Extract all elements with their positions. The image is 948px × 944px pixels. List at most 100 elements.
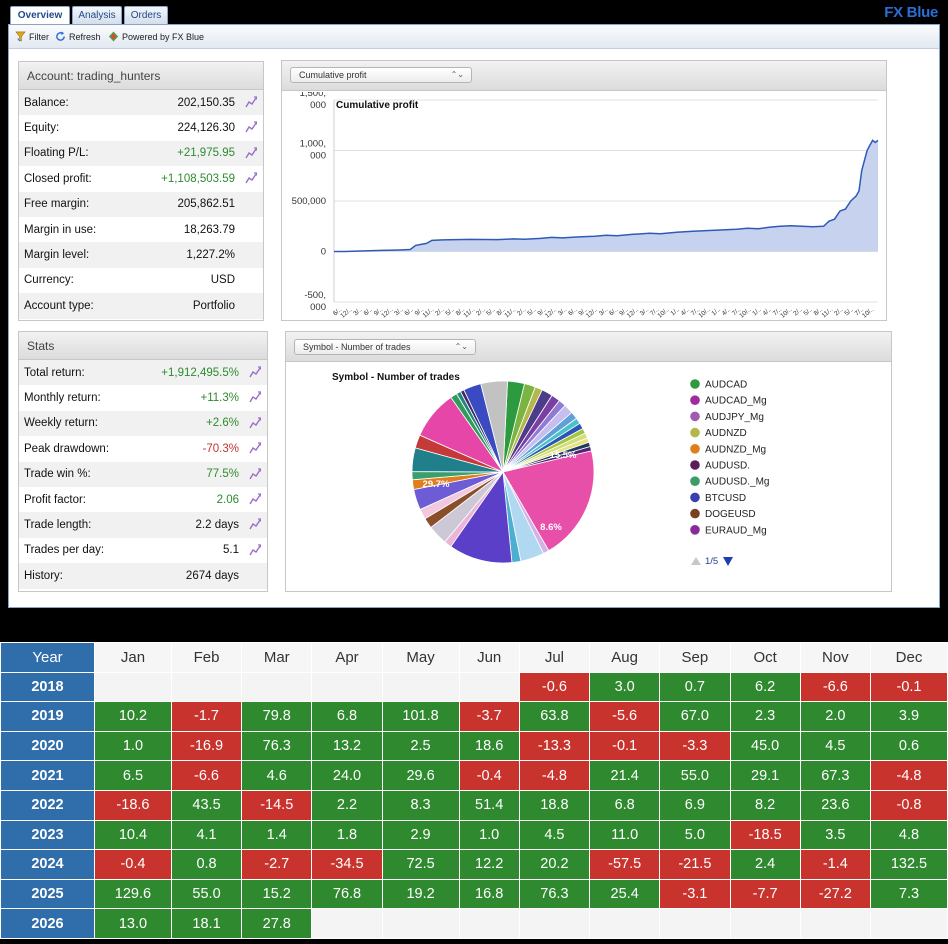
x-tick-label: 6/.. <box>608 306 620 317</box>
stats-row: Profit factor: 2.06 <box>19 487 267 512</box>
year-cell: 2020 <box>0 730 95 762</box>
pager-up-icon[interactable] <box>691 557 701 565</box>
return-cell: 6.8 <box>589 789 661 821</box>
return-cell: 55.0 <box>659 760 731 791</box>
chart-link-icon[interactable] <box>249 366 261 378</box>
stats-list: Total return: +1,912,495.5% Monthly return… <box>19 360 267 589</box>
legend-item[interactable]: AUDNZD_Mg <box>705 444 766 455</box>
x-tick-label: 11/.. <box>422 306 436 319</box>
pie-data-label: 8.6% <box>540 522 562 533</box>
return-cell: 0.6 <box>869 730 948 762</box>
return-cell: -6.6 <box>799 671 871 703</box>
pie-slice[interactable] <box>502 450 595 552</box>
return-cell: -16.9 <box>170 730 243 762</box>
tab-overview[interactable]: Overview <box>10 6 70 25</box>
return-cell: -2.7 <box>241 849 313 880</box>
filter-label: Filter <box>29 31 49 42</box>
powered-by-link[interactable]: Powered by FX Blue <box>108 31 204 42</box>
chart-link-icon[interactable] <box>245 96 257 108</box>
return-cell <box>659 908 731 939</box>
filter-button[interactable]: Filter <box>15 31 49 42</box>
stats-row-label: Total return: <box>24 366 85 379</box>
stats-row-label: Trade length: <box>24 519 92 532</box>
x-tick-label: 2/.. <box>434 306 446 317</box>
symbol-chart-selector[interactable]: Symbol - Number of trades ⌃⌄ <box>294 339 476 355</box>
account-row: Free margin: 205,862.51 <box>19 191 263 217</box>
return-cell <box>589 908 661 939</box>
profit-chart-selector[interactable]: Cumulative profit ⌃⌄ <box>290 67 472 83</box>
x-tick-label: 9/.. <box>536 306 548 317</box>
legend-item[interactable]: AUDUSD. <box>705 461 750 472</box>
stats-row-value: 2674 days <box>185 569 239 582</box>
x-tick-label: 7/.. <box>649 306 661 317</box>
year-cell: 2022 <box>0 789 95 821</box>
x-tick-label: 5/.. <box>526 306 538 317</box>
stats-panel: Stats Total return: +1,912,495.5% Monthly … <box>18 331 268 592</box>
chart-link-icon[interactable] <box>245 121 257 133</box>
account-row-label: Margin level: <box>24 249 90 262</box>
x-tick-label: 5/.. <box>843 306 855 317</box>
symbol-chart-panel: Symbol - Number of trades ⌃⌄ Symbol - Nu… <box>285 331 892 592</box>
return-cell: 8.3 <box>381 789 460 821</box>
account-row: Currency: USD <box>19 268 263 293</box>
year-cell: 2023 <box>0 819 95 851</box>
x-tick-label: 5/.. <box>802 306 814 317</box>
account-row: Account type: Portfolio <box>19 293 263 319</box>
legend-marker <box>690 444 700 454</box>
chart-link-icon[interactable] <box>245 147 257 159</box>
legend-item[interactable]: AUDNZD <box>705 428 747 439</box>
legend-item[interactable]: AUDJPY_Mg <box>705 412 764 423</box>
pie-slice[interactable] <box>480 380 508 473</box>
chart-link-icon[interactable] <box>249 442 261 454</box>
pie-slice[interactable] <box>450 470 513 564</box>
chart-link-icon[interactable] <box>249 417 261 429</box>
chart-link-icon[interactable] <box>249 391 261 403</box>
legend-pager: 1/5 <box>705 556 718 567</box>
x-tick-label: 1/.. <box>669 306 681 317</box>
legend-item[interactable]: BTCUSD <box>705 493 746 504</box>
stats-row-label: Peak drawdown: <box>24 442 110 455</box>
month-column-header: Jan <box>94 642 172 673</box>
return-cell: 0.7 <box>659 671 731 703</box>
return-cell <box>381 908 460 939</box>
x-tick-label: 10/.. <box>861 306 875 320</box>
toolbar: Filter Refresh Powered by FX Blue <box>9 25 939 49</box>
x-tick-label: 5/.. <box>485 306 497 317</box>
legend-marker <box>690 395 700 405</box>
legend-marker <box>690 379 700 389</box>
return-cell: 3.5 <box>799 819 871 851</box>
legend-item[interactable]: EURAUD_Mg <box>705 525 767 536</box>
symbol-selector-label: Symbol - Number of trades <box>303 342 411 352</box>
legend-marker <box>690 460 700 470</box>
x-tick-label: 3/.. <box>598 306 610 317</box>
pager-down-icon[interactable] <box>723 557 733 566</box>
legend-item[interactable]: AUDCAD <box>705 380 747 391</box>
year-cell: 2026 <box>0 908 95 939</box>
account-row: Closed profit: +1,108,503.59 <box>19 166 263 191</box>
profit-chart-panel: Cumulative profit ⌃⌄ 1,500, 000 1,000, 000 5… <box>281 60 887 321</box>
chart-link-icon[interactable] <box>249 493 261 505</box>
chart-link-icon[interactable] <box>249 467 261 480</box>
return-cell <box>729 908 801 939</box>
legend-item[interactable]: AUDCAD_Mg <box>705 396 767 407</box>
return-cell: 5.0 <box>659 819 731 851</box>
x-tick-label: 1/.. <box>710 306 722 317</box>
return-cell: 8.2 <box>729 789 801 821</box>
x-tick-label: 12/.. <box>544 306 558 320</box>
account-row-label: Account type: <box>24 299 94 312</box>
tab-analysis[interactable]: Analysis <box>72 6 122 24</box>
return-cell: 6.9 <box>659 789 731 821</box>
stats-row-label: Monthly return: <box>24 392 101 405</box>
chart-link-icon[interactable] <box>249 518 261 530</box>
table-row: 2018 -0.6 3.0 0.7 6.2 -6.6 -0.1 <box>0 671 948 703</box>
refresh-button[interactable]: Refresh <box>55 31 101 42</box>
chart-link-icon[interactable] <box>249 544 261 556</box>
legend-item[interactable]: AUDUSD._Mg <box>705 477 769 488</box>
return-cell: -18.5 <box>729 819 801 851</box>
return-cell: -4.8 <box>518 760 591 791</box>
tab-orders[interactable]: Orders <box>124 6 168 24</box>
chart-link-icon[interactable] <box>245 172 257 184</box>
legend-item[interactable]: DOGEUSD <box>705 509 756 520</box>
x-tick-label: 11/.. <box>462 306 476 319</box>
return-cell: 4.5 <box>518 819 591 851</box>
